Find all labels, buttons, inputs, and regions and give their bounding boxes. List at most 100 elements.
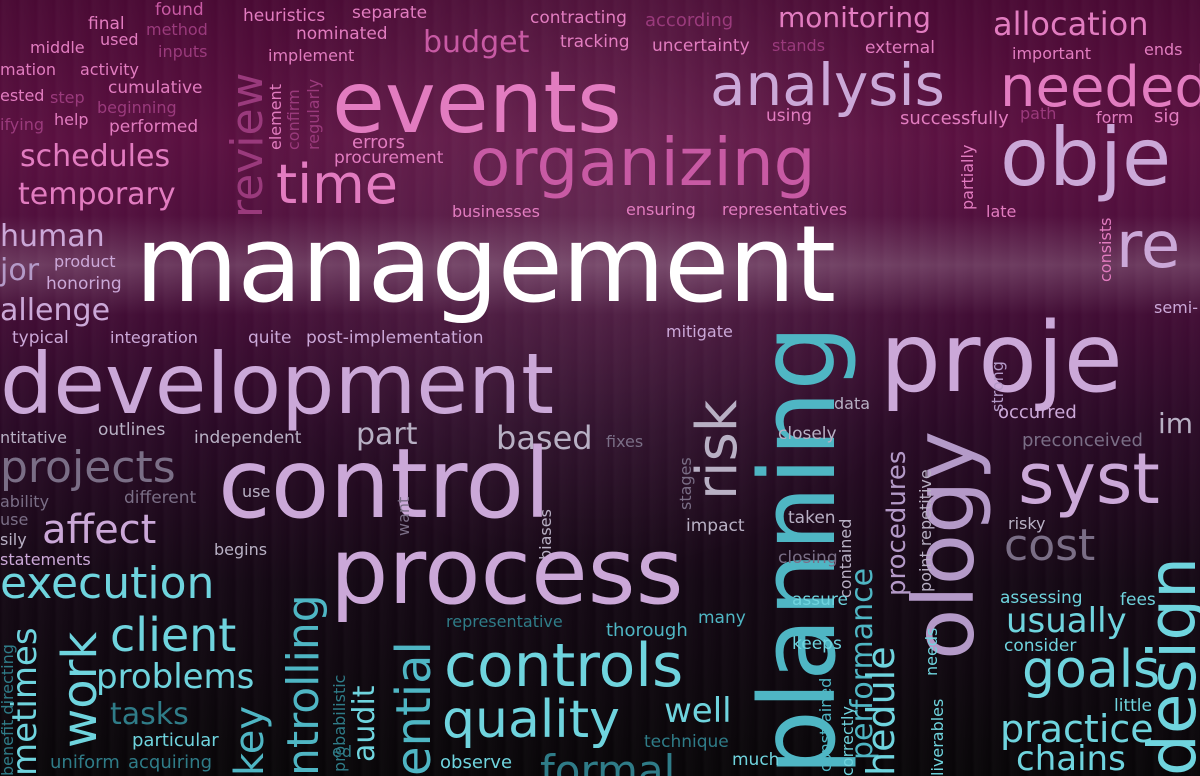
word-allocation: allocation	[993, 5, 1149, 43]
word-hedule: hedule	[859, 646, 903, 776]
word-nominated: nominated	[296, 24, 388, 44]
word-obje: obje	[1000, 111, 1172, 204]
word-stands: stands	[772, 36, 826, 55]
word-businesses: businesses	[452, 202, 540, 221]
word-product: product	[54, 252, 116, 271]
word-cost: cost	[1004, 520, 1096, 571]
word-observe: observe	[440, 752, 513, 773]
word-correctly: correctly	[838, 706, 857, 776]
word-technique: technique	[644, 732, 729, 752]
word-development: development	[0, 335, 555, 433]
word-point-repetitive: point repetitive	[916, 469, 935, 592]
word-fees: fees	[1120, 590, 1156, 610]
word-beginning: beginning	[97, 98, 177, 117]
word-important: important	[1012, 44, 1092, 63]
word-integration: integration	[110, 328, 198, 347]
word-method: method	[146, 20, 208, 39]
word-closing: closing	[778, 548, 838, 568]
word-begins: begins	[214, 540, 268, 559]
word-keeps: keeps	[792, 634, 842, 654]
word-client: client	[110, 608, 237, 662]
word-much: much	[732, 750, 780, 770]
word-temporary: temporary	[18, 177, 176, 212]
word-found: found	[155, 0, 204, 20]
word-fixes: fixes	[606, 432, 644, 451]
word-ensuring: ensuring	[626, 200, 696, 219]
word-usually: usually	[1006, 601, 1127, 641]
word-form: form	[1096, 108, 1134, 127]
word-semi: semi-	[1154, 298, 1198, 317]
word-acquiring: acquiring	[128, 752, 212, 773]
word-ology: ology	[895, 430, 993, 660]
word-closely: closely	[778, 424, 837, 444]
word-step: step	[50, 88, 85, 107]
word-quality: quality	[442, 690, 620, 750]
word-use-2: use	[242, 482, 271, 501]
word-external: external	[865, 38, 935, 58]
word-ested: ested	[0, 86, 45, 105]
word-formal: formal	[540, 746, 676, 776]
word-ends: ends	[1144, 40, 1183, 59]
word-use: use	[0, 510, 29, 529]
word-regularly: regularly	[304, 78, 323, 150]
word-occurred: occurred	[998, 402, 1077, 423]
word-sig: sig	[1154, 106, 1180, 127]
word-partially: partially	[958, 144, 977, 210]
word-audit: audit	[347, 685, 382, 762]
word-activity: activity	[80, 60, 139, 79]
word-inputs: inputs	[158, 42, 208, 61]
word-ifying: ifying	[0, 115, 45, 134]
word-thorough: thorough	[606, 620, 688, 641]
word-little: little	[1114, 696, 1152, 716]
word-allenge: allenge	[0, 293, 111, 328]
word-process: process	[330, 518, 684, 625]
word-element: element	[266, 84, 285, 150]
word-final: final	[88, 14, 125, 34]
word-cumulative: cumulative	[108, 78, 203, 98]
word-needs: needs	[922, 627, 941, 676]
word-execution: execution	[0, 558, 215, 609]
word-ential: ential	[386, 641, 442, 776]
word-mitigate: mitigate	[666, 322, 733, 341]
word-assure: assure	[792, 590, 848, 610]
word-implement: implement	[268, 46, 355, 65]
word-assessing: assessing	[1000, 588, 1083, 608]
word-re: re	[1116, 209, 1181, 283]
word-mation: mation	[0, 60, 57, 79]
word-statements: statements	[0, 550, 91, 569]
word-help: help	[54, 110, 89, 129]
word-problems: problems	[96, 657, 255, 697]
word-proje: proje	[880, 302, 1123, 414]
word-controls: controls	[444, 631, 684, 701]
word-risky: risky	[1008, 514, 1046, 533]
word-independent: independent	[194, 428, 302, 448]
word-used: used	[100, 30, 139, 49]
word-ntitative: ntitative	[0, 428, 67, 447]
word-honoring: honoring	[46, 274, 122, 294]
word-key: key	[227, 705, 273, 776]
word-human: human	[0, 219, 105, 254]
word-based: based	[496, 419, 593, 457]
word-events: events	[332, 53, 622, 153]
word-management: management	[135, 203, 836, 326]
word-syst: syst	[1018, 438, 1160, 520]
word-outlines: outlines	[98, 420, 166, 440]
word-benefit-directing: benefit directing	[0, 644, 17, 776]
word-review: review	[222, 72, 273, 218]
word-affect: affect	[42, 507, 157, 553]
word-time: time	[276, 153, 399, 216]
word-ability: ability	[0, 492, 50, 511]
word-monitoring: monitoring	[778, 1, 931, 34]
word-confirm: confirm	[284, 89, 303, 150]
word-particular: particular	[132, 730, 219, 751]
light-streak	[0, 215, 1200, 315]
word-sily: sily	[0, 530, 27, 549]
word-taken: taken	[788, 508, 836, 528]
word-procedures: procedures	[882, 450, 912, 596]
word-successfully: successfully	[900, 108, 1009, 129]
word-performed: performed	[109, 117, 199, 137]
word-data: data	[834, 394, 871, 413]
word-representative: representative	[446, 612, 563, 631]
word-separate: separate	[352, 3, 428, 23]
